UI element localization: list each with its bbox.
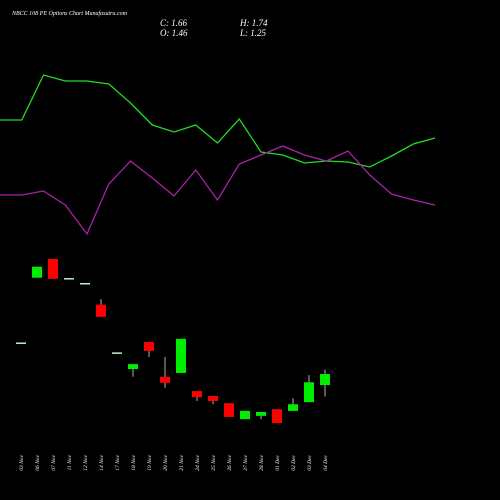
- candle-body: [192, 391, 202, 398]
- x-tick-label: 19 Nov: [147, 454, 153, 470]
- open-label: O: 1.46: [160, 28, 188, 38]
- candle-body: [304, 382, 314, 403]
- candle-body: [16, 342, 26, 344]
- candle-body: [224, 403, 234, 417]
- candle-body: [320, 374, 330, 386]
- candle-body: [112, 352, 122, 354]
- x-tick-label: 21 Nov: [179, 454, 185, 470]
- candle-body: [256, 411, 266, 416]
- x-tick-label: 25 Nov: [211, 454, 217, 470]
- x-tick-label: 02 Dec: [291, 454, 297, 470]
- x-tick-label: 27 Nov: [243, 454, 249, 470]
- x-tick-label: 03 Dec: [307, 454, 313, 470]
- candle-body: [32, 266, 42, 278]
- candle-body: [288, 404, 298, 411]
- x-tick-label: 20 Nov: [163, 454, 169, 470]
- x-tick-label: 14 Nov: [98, 454, 105, 470]
- close-label: C: 1.66: [160, 18, 188, 28]
- candle-body: [160, 376, 170, 383]
- candle-body: [144, 342, 154, 351]
- high-label: H: 1.74: [239, 18, 268, 28]
- x-tick-label: 26 Nov: [227, 454, 233, 470]
- candle-body: [208, 396, 218, 401]
- x-tick-label: 24 Nov: [194, 454, 201, 470]
- candle-body: [80, 283, 90, 285]
- x-tick-label: 04 Dec: [322, 454, 329, 470]
- x-tick-label: 12 Nov: [83, 454, 89, 470]
- x-tick-label: 03 Nov: [19, 454, 25, 470]
- x-tick-label: 11 Nov: [67, 454, 73, 470]
- x-tick-label: 18 Nov: [131, 454, 137, 470]
- x-tick-label: 06 Nov: [35, 454, 41, 470]
- candle-body: [240, 410, 250, 420]
- candle-body: [176, 338, 186, 373]
- candle-body: [96, 304, 106, 317]
- x-tick-label: 28 Nov: [259, 454, 265, 470]
- candle-body: [272, 409, 282, 423]
- indicator-line: [0, 74, 436, 168]
- chart-title: NBCC 108 PE Options Chart Munafasutra.co…: [11, 10, 128, 17]
- candle-body: [64, 278, 74, 280]
- candle-body: [48, 259, 58, 279]
- x-tick-label: 07 Nov: [51, 454, 57, 470]
- low-label: L: 1.25: [239, 28, 267, 38]
- candle-body: [128, 364, 138, 370]
- x-tick-label: 17 Nov: [115, 454, 121, 470]
- indicator-line: [0, 145, 436, 236]
- x-tick-label: 01 Dec: [275, 454, 281, 470]
